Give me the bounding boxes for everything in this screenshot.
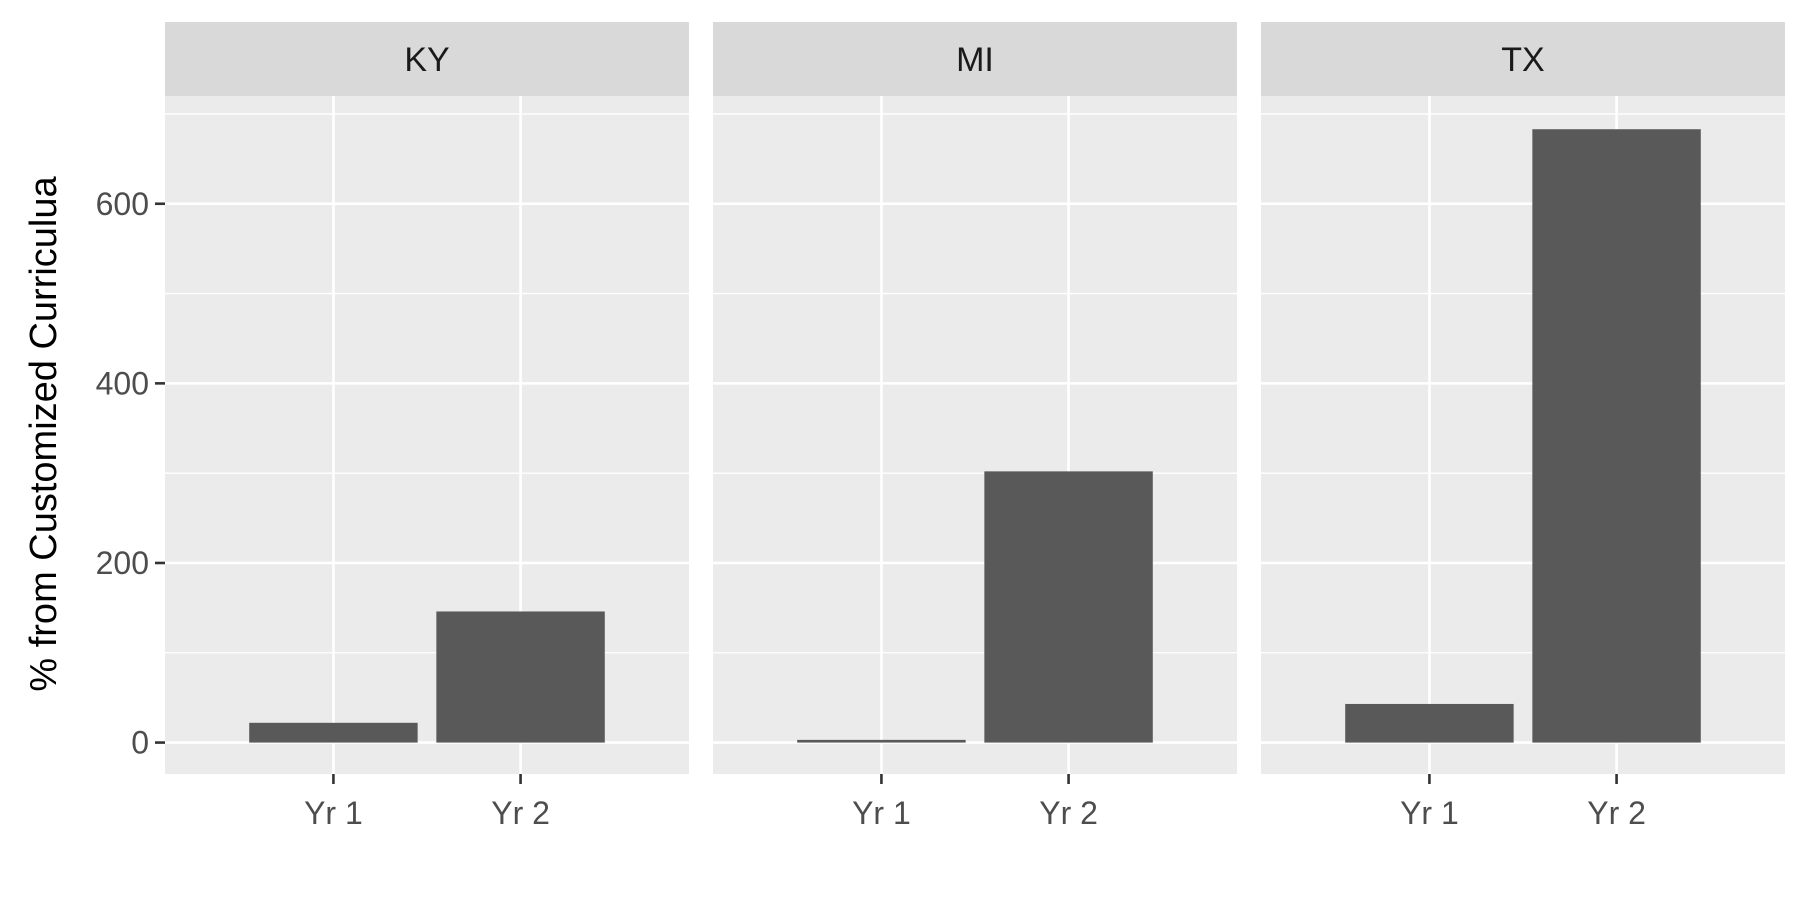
bar-ky-yr-1 bbox=[249, 722, 418, 743]
y-axis-title: % from Customized Curriculua bbox=[23, 176, 65, 692]
x-tick-label: Yr 2 bbox=[491, 795, 550, 831]
bar-mi-yr-2 bbox=[984, 471, 1153, 743]
panels-layer: KY Yr 1 Yr 2 MI Yr 1 Yr 2 TX Yr 1 Yr 2 bbox=[165, 22, 1785, 831]
facet-label: MI bbox=[956, 41, 994, 79]
facet-strip bbox=[713, 22, 1237, 96]
x-tick-label: Yr 1 bbox=[1400, 795, 1459, 831]
facet-strip bbox=[1261, 22, 1785, 96]
y-tick-label: 0 bbox=[131, 725, 149, 761]
bar-tx-yr-1 bbox=[1345, 703, 1514, 743]
panel-mi: MI Yr 1 Yr 2 bbox=[713, 22, 1237, 831]
bar-mi-yr-1 bbox=[797, 739, 966, 743]
x-tick-label: Yr 2 bbox=[1039, 795, 1098, 831]
facet-label: TX bbox=[1501, 41, 1544, 79]
panel-ky: KY Yr 1 Yr 2 bbox=[165, 22, 689, 831]
x-tick-label: Yr 1 bbox=[304, 795, 363, 831]
panel-background bbox=[713, 96, 1237, 774]
x-tick-label: Yr 1 bbox=[852, 795, 911, 831]
y-tick-label: 600 bbox=[96, 186, 149, 222]
facet-strip bbox=[165, 22, 689, 96]
y-tick-label: 200 bbox=[96, 545, 149, 581]
panel-tx: TX Yr 1 Yr 2 bbox=[1261, 22, 1785, 831]
panel-background bbox=[1261, 96, 1785, 774]
bar-ky-yr-2 bbox=[436, 611, 605, 743]
panel-background bbox=[165, 96, 689, 774]
y-axis: 0 200 400 600 bbox=[96, 186, 165, 761]
facet-label: KY bbox=[404, 41, 449, 79]
bar-tx-yr-2 bbox=[1532, 129, 1701, 743]
x-tick-label: Yr 2 bbox=[1587, 795, 1646, 831]
y-tick-label: 400 bbox=[96, 365, 149, 401]
